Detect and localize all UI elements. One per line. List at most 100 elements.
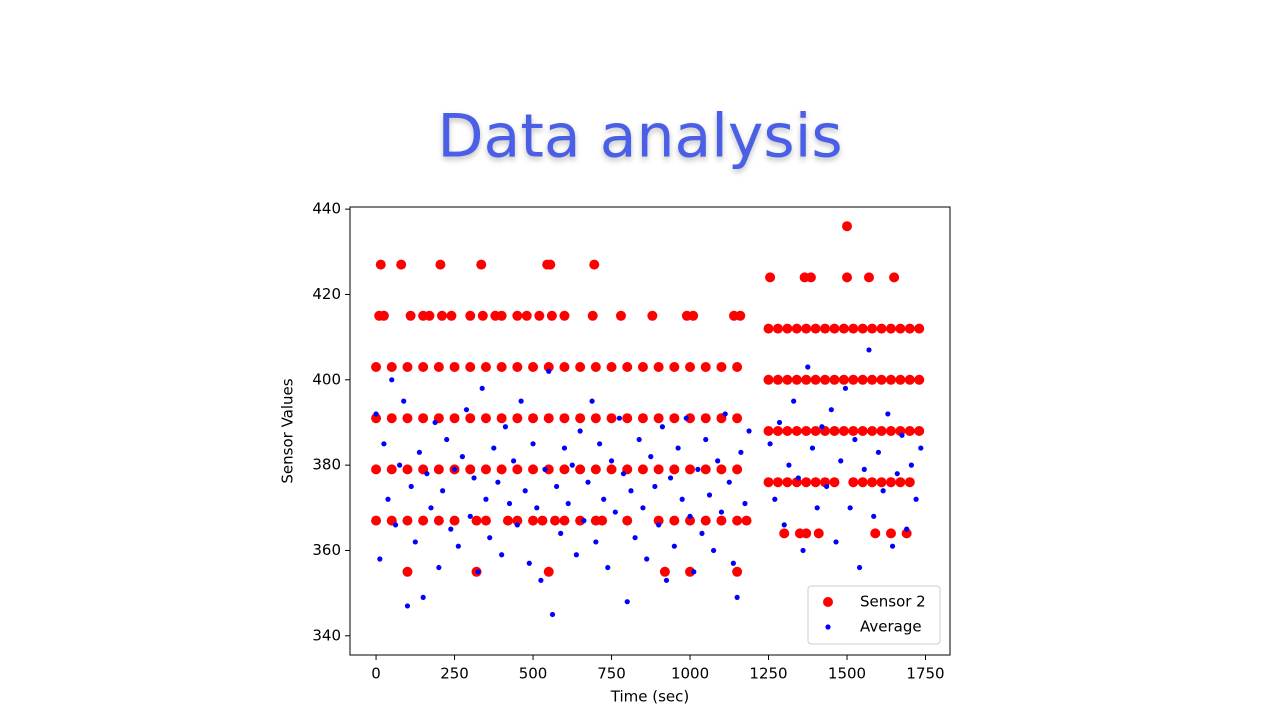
- sensor-point: [685, 413, 696, 424]
- sensor-point: [590, 413, 601, 424]
- average-point: [866, 347, 872, 353]
- sensor-point: [700, 413, 711, 424]
- sensor-point: [904, 426, 915, 436]
- average-point: [448, 526, 454, 532]
- x-tick-label: 250: [440, 665, 469, 683]
- sensor-point: [496, 413, 507, 424]
- sensor-point: [857, 323, 868, 334]
- sensor-point: [637, 362, 648, 372]
- sensor-point: [838, 374, 849, 385]
- average-point: [581, 518, 587, 524]
- sensor-point: [716, 515, 727, 526]
- sensor-point: [559, 464, 570, 475]
- sensor-point: [559, 515, 570, 526]
- sensor-point: [528, 362, 539, 372]
- average-point: [904, 526, 910, 532]
- average-point: [432, 419, 438, 426]
- average-point: [499, 552, 505, 558]
- sensor-point: [716, 362, 727, 372]
- sensor-point: [829, 477, 840, 488]
- average-point: [510, 458, 517, 464]
- sensor-point: [418, 413, 429, 424]
- average-point: [502, 424, 509, 430]
- average-point: [734, 594, 740, 601]
- sensor-point: [587, 310, 598, 321]
- sensor-point: [685, 515, 696, 526]
- sensor-point: [433, 464, 444, 475]
- sensor-point: [435, 259, 446, 270]
- sensor-point: [732, 515, 743, 526]
- average-point: [667, 475, 674, 481]
- sensor-point: [559, 413, 570, 424]
- average-point: [565, 500, 571, 507]
- sensor-point: [559, 362, 570, 372]
- average-point: [809, 445, 816, 451]
- sensor-point: [700, 362, 711, 372]
- sensor-point: [512, 310, 523, 321]
- average-point: [632, 535, 638, 541]
- sensor-point: [820, 323, 831, 334]
- sensor-point: [901, 528, 912, 539]
- average-point: [612, 509, 618, 515]
- average-point: [518, 398, 524, 404]
- sensor-point: [904, 374, 915, 385]
- sensor-point: [791, 323, 802, 334]
- average-point: [703, 436, 709, 443]
- sensor-point: [801, 374, 812, 385]
- average-point: [814, 505, 820, 511]
- sensor-point: [402, 515, 413, 526]
- average-point: [385, 496, 391, 502]
- x-tick-label: 0: [371, 665, 381, 683]
- average-point: [795, 475, 801, 481]
- sensor-point: [669, 464, 680, 475]
- sensor-point: [606, 413, 617, 424]
- y-tick-label: 440: [312, 200, 341, 218]
- sensor-point: [669, 362, 680, 372]
- sensor-point: [904, 323, 915, 334]
- average-point: [691, 569, 697, 575]
- average-point: [847, 505, 853, 511]
- sensor-point: [545, 259, 556, 270]
- average-point: [833, 539, 839, 545]
- average-point: [589, 398, 595, 404]
- sensor-point: [534, 310, 545, 321]
- sensor-point: [782, 426, 793, 436]
- sensor-point: [405, 310, 416, 321]
- sensor-point: [867, 426, 878, 436]
- sensor-point: [386, 464, 397, 475]
- sensor-point: [782, 477, 793, 488]
- average-point: [772, 496, 778, 502]
- average-point: [791, 398, 797, 404]
- average-point: [451, 466, 458, 472]
- sensor-point: [801, 426, 812, 436]
- sensor-point: [543, 566, 554, 577]
- y-tick-label: 380: [312, 456, 341, 474]
- slide-title: Data analysis: [437, 102, 842, 172]
- average-point: [722, 411, 728, 417]
- sensor-point: [418, 515, 429, 526]
- average-point: [746, 428, 752, 434]
- average-point: [679, 496, 685, 502]
- average-point: [908, 462, 914, 468]
- average-point: [856, 564, 863, 571]
- sensor-point: [528, 464, 539, 475]
- average-point: [530, 441, 536, 447]
- sensor-point: [782, 323, 793, 334]
- sensor-point: [765, 272, 776, 283]
- sensor-point: [735, 310, 746, 321]
- sensor-point: [496, 464, 507, 475]
- sensor-point: [659, 566, 670, 577]
- sensor-point: [559, 310, 570, 321]
- average-point: [875, 449, 882, 455]
- average-point: [828, 407, 834, 413]
- sensor-point: [885, 528, 896, 539]
- sensor-point: [433, 362, 444, 372]
- average-point: [506, 500, 513, 507]
- average-point: [675, 445, 681, 451]
- average-point: [786, 462, 792, 468]
- average-point: [475, 569, 481, 575]
- average-point: [726, 479, 732, 485]
- sensor-point: [876, 426, 887, 436]
- average-point: [373, 411, 379, 417]
- sensor-point: [465, 362, 476, 372]
